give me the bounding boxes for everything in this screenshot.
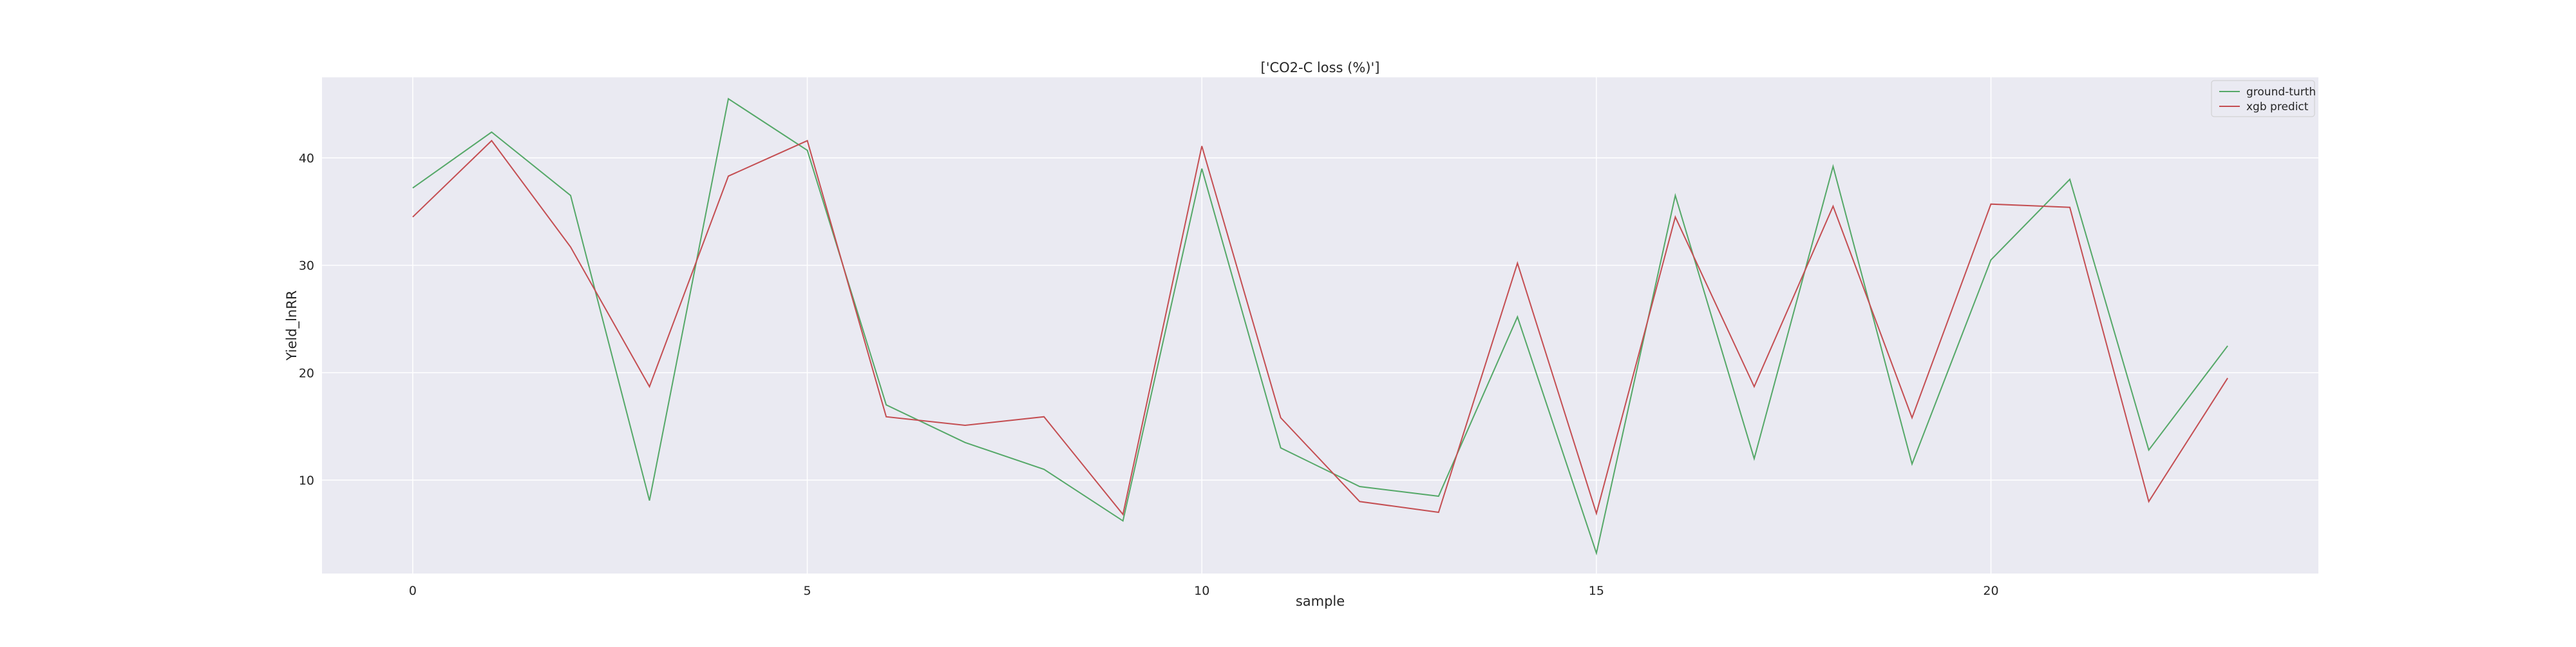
data-series: [412, 97, 2228, 556]
x-tick-label: 5: [804, 584, 811, 598]
chart-title: ['CO2-C loss (%)']: [1261, 60, 1380, 75]
x-tick-label: 20: [1983, 584, 1998, 598]
x-tick-label: 15: [1589, 584, 1604, 598]
y-tick-label: 40: [299, 151, 314, 166]
tick-labels: 0 5 10 15 20 10 20 30 40: [299, 151, 1999, 598]
y-tick-label: 30: [299, 259, 314, 273]
series-line-ground-turth: [412, 97, 2228, 556]
x-axis-label: sample: [1296, 594, 1345, 609]
y-tick-label: 20: [299, 366, 314, 380]
y-tick-label: 10: [299, 474, 314, 488]
x-tick-label: 0: [409, 584, 417, 598]
legend-label-ground-turth: ground-turth: [2246, 86, 2316, 99]
legend: ground-turth xgb predict: [2211, 80, 2316, 117]
series-line-xgb-predict: [412, 139, 2228, 516]
plot-background: [322, 77, 2318, 574]
legend-box: [2211, 80, 2315, 117]
y-axis-label: Yield_lnRR: [284, 291, 300, 362]
x-tick-label: 10: [1194, 584, 1209, 598]
legend-label-xgb-predict: xgb predict: [2246, 101, 2309, 113]
